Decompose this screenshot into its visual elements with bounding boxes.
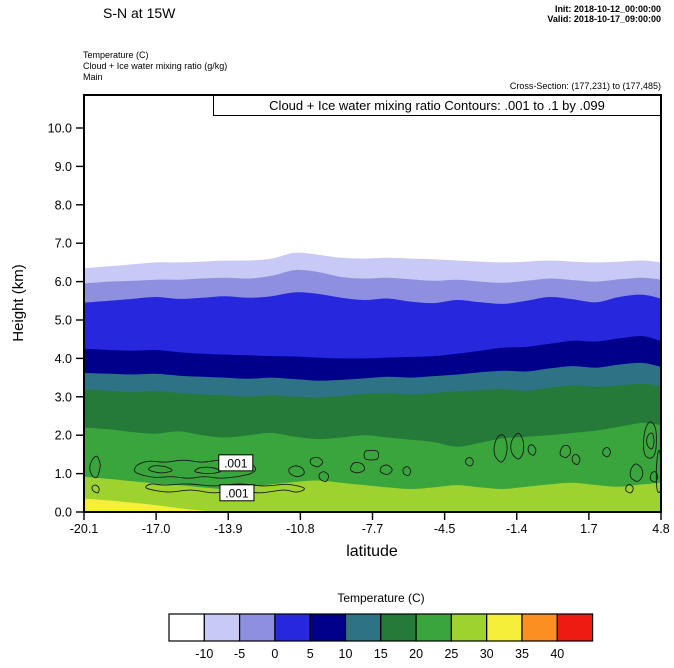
colorbar-tick-label: 15 (374, 647, 388, 661)
x-tick-label: -4.5 (434, 522, 456, 536)
field-temperature-label: Temperature (C) (83, 50, 149, 60)
colorbar-cell (274, 613, 311, 642)
temp-band-30to35 (84, 498, 661, 512)
y-tick-label: 9.0 (55, 160, 72, 174)
colorbar-cell (450, 613, 488, 642)
cloud-contour-loop (379, 464, 393, 475)
colorbar-tick-label: 5 (307, 647, 314, 661)
cloud-contour-loop (493, 434, 508, 463)
colorbar-tick-label: 35 (515, 647, 529, 661)
temp-band-25to30 (84, 476, 661, 512)
y-tick-label: 3.0 (55, 390, 72, 404)
cloud-contour-loop (625, 483, 634, 494)
cross-section-range-label: Cross-Section: (177,231) to (177,485) (509, 81, 661, 91)
colorbar-tick-label: 10 (339, 647, 353, 661)
colorbar-tick-label: 0 (271, 647, 278, 661)
cloud-contour-loop (89, 455, 101, 479)
x-tick-label: -13.9 (214, 522, 243, 536)
x-tick-label: -7.7 (362, 522, 384, 536)
cloud-contour-loop (465, 457, 474, 467)
cloud-contour-loop (527, 444, 537, 456)
x-axis-label: latitude (346, 543, 398, 560)
cloud-contour-loop (145, 483, 305, 494)
x-tick-label: 4.8 (652, 522, 669, 536)
cloud-contour-loop (629, 463, 644, 482)
temperature-bands (84, 252, 661, 512)
colorbar-cell (486, 613, 523, 642)
cloud-contour-loop (510, 432, 525, 460)
cloud-contour-loop (318, 471, 330, 482)
contour-title-box: Cloud + Ice water mixing ratio Contours:… (213, 95, 661, 116)
cloud-contour-loop (349, 461, 366, 474)
colorbar-tick-label: 25 (444, 647, 458, 661)
cloud-contour-loop (309, 456, 324, 468)
y-tick-label: 7.0 (55, 237, 72, 251)
cloud-contour-loop (646, 432, 655, 450)
cloud-contour-loop (148, 465, 173, 474)
colorbar-cell (521, 613, 558, 642)
colorbar-tick-label: 20 (409, 647, 423, 661)
x-axis-ticks: -20.1 -17.0 -13.9 -10.8 -7.7 -4.5 -1.4 1.7 4.8 (70, 512, 670, 536)
y-tick-label: 10.0 (48, 122, 72, 136)
cloud-contours: .001 .001 (89, 421, 661, 502)
cloud-contour-loop (571, 453, 581, 465)
colorbar-cell (309, 613, 347, 642)
y-tick-label: 6.0 (55, 275, 72, 289)
cloud-contour-loop (559, 444, 572, 458)
y-axis-label: Height (km) (10, 264, 27, 342)
cloud-contour-loop (643, 421, 657, 459)
y-tick-label: 8.0 (55, 198, 72, 212)
colorbar-cell (203, 613, 241, 642)
cloud-contour-loop (194, 466, 222, 475)
cloud-contour-loop (134, 459, 256, 479)
colorbar-cell (556, 613, 594, 642)
colorbar-cell (239, 613, 276, 642)
y-tick-label: 2.0 (55, 429, 72, 443)
cloud-contour-loop (91, 484, 100, 494)
y-tick-label: 4.0 (55, 352, 72, 366)
contour-label: .001 (224, 456, 248, 470)
y-tick-label: 5.0 (55, 314, 72, 328)
colorbar-tick-label: -10 (195, 647, 213, 661)
page-title: S-N at 15W (103, 5, 176, 21)
model-label: Main (83, 72, 103, 82)
field-cloud-label: Cloud + Ice water mixing ratio (g/kg) (83, 61, 228, 71)
colorbar-tick-label: 40 (550, 647, 564, 661)
colorbar-cell (380, 613, 417, 642)
x-tick-label: -20.1 (70, 522, 99, 536)
y-axis-ticks: 0.0 1.0 2.0 3.0 4.0 5.0 6.0 7.0 8.0 9.0 10.0 (48, 122, 84, 520)
colorbar-tick-label: -5 (234, 647, 245, 661)
x-tick-label: -1.4 (506, 522, 528, 536)
y-tick-label: 0.0 (55, 506, 72, 520)
colorbar-cell (168, 613, 205, 642)
init-time-label: Init: 2018-10-12_00:00:00 (554, 4, 661, 14)
colorbar-title: Temperature (C) (337, 591, 425, 605)
x-tick-label: 1.7 (580, 522, 597, 536)
cloud-contour-loop (363, 449, 380, 461)
colorbar-cell (344, 613, 382, 642)
colorbar: -10 -5 0 5 10 15 20 25 30 35 40 (168, 613, 594, 661)
cloud-contour-loop (288, 465, 305, 478)
y-tick-label: 1.0 (55, 467, 72, 481)
contour-label: .001 (225, 486, 249, 500)
x-tick-label: -17.0 (142, 522, 171, 536)
cloud-contour-loop (402, 466, 412, 477)
cloud-contour-loop (602, 446, 611, 458)
colorbar-cell (415, 613, 453, 642)
valid-time-label: Valid: 2018-10-17_09:00:00 (547, 14, 661, 24)
x-tick-label: -10.8 (286, 522, 315, 536)
contour-label-box (219, 484, 255, 502)
contour-label-box (218, 454, 254, 472)
colorbar-tick-label: 30 (480, 647, 494, 661)
